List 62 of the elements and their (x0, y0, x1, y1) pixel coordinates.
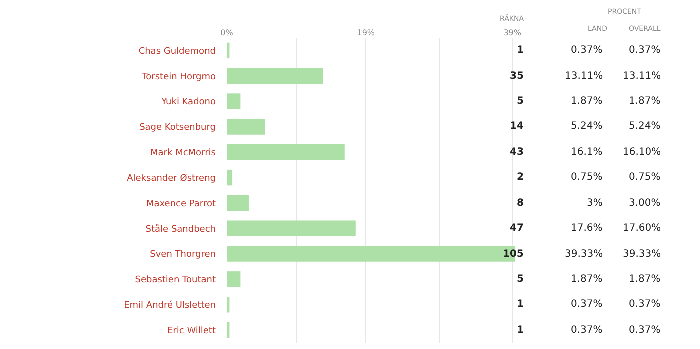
text: 13.11% (565, 71, 604, 82)
data-label: 5.24% (629, 121, 661, 132)
y-tick-label: Chas Guldemond (138, 46, 216, 57)
data-label: 13.11% (623, 71, 662, 82)
text: 1 (517, 325, 524, 336)
text: 1 (517, 45, 524, 56)
annotation: 105 (503, 249, 524, 260)
y-tick-label: Sebastien Toutant (135, 276, 216, 286)
bar (227, 119, 266, 135)
bar (227, 144, 345, 160)
text: 0.75% (571, 172, 603, 183)
y-tick-label: Sage Kotsenburg (140, 123, 216, 134)
text: 5.24% (571, 121, 603, 132)
text: 0.37% (571, 325, 603, 336)
bar (227, 220, 356, 236)
text: 0.37% (571, 45, 603, 56)
data-label: 3.00% (629, 198, 661, 209)
text: 8 (517, 198, 524, 209)
data-label: 1.87% (629, 274, 661, 285)
bar (227, 42, 230, 59)
bar (227, 68, 323, 84)
text: 5 (517, 96, 524, 107)
y-tick-label: Emil André Ulsletten (124, 300, 216, 312)
text: 39.33% (565, 249, 604, 260)
data-label: 17.60% (623, 223, 662, 234)
text: 5 (517, 274, 524, 285)
bar (227, 272, 241, 288)
bar (227, 94, 241, 110)
y-tick-label: Maxence Parrot (146, 199, 216, 210)
bar (227, 322, 230, 338)
text: 1 (517, 299, 524, 310)
bar (227, 297, 230, 313)
x-tick-label: 39% (504, 28, 522, 38)
y-tick-label: Eric Willett (168, 326, 216, 336)
y-tick-label: Torstein Horgmo (141, 72, 216, 82)
y-tick-label: Sven Thorgren (150, 250, 216, 260)
data-label: 16.10% (623, 147, 662, 158)
x-tick-label: 19% (357, 28, 376, 38)
text: 0.37% (571, 299, 603, 310)
data-label: 1.87% (629, 96, 661, 107)
y-tick-label: Ståle Sandbech (146, 224, 216, 235)
data-label: 0.37% (629, 45, 661, 56)
annotation: 43 (510, 147, 524, 158)
text: 17.6% (571, 223, 603, 234)
text: 3% (587, 198, 603, 209)
data-label: 0.37% (629, 299, 661, 310)
annotation: 14 (510, 121, 524, 132)
text: 16.1% (571, 147, 603, 158)
text: 1.87% (571, 274, 603, 285)
data-label: 0.37% (629, 325, 661, 336)
x-tick-label: 0% (220, 28, 234, 38)
data-label: 39.33% (623, 249, 662, 260)
data-label: 0.75% (629, 172, 661, 183)
annotation: 35 (510, 71, 524, 82)
y-tick-label: Aleksander Østreng (127, 174, 216, 184)
text: 2 (517, 172, 524, 183)
y-tick-label: Yuki Kadono (160, 98, 216, 108)
y-tick-label: Mark McMorris (150, 148, 216, 159)
bar (227, 170, 232, 186)
annotation: 47 (510, 223, 524, 234)
bar (227, 195, 249, 212)
text: 1.87% (571, 96, 603, 107)
